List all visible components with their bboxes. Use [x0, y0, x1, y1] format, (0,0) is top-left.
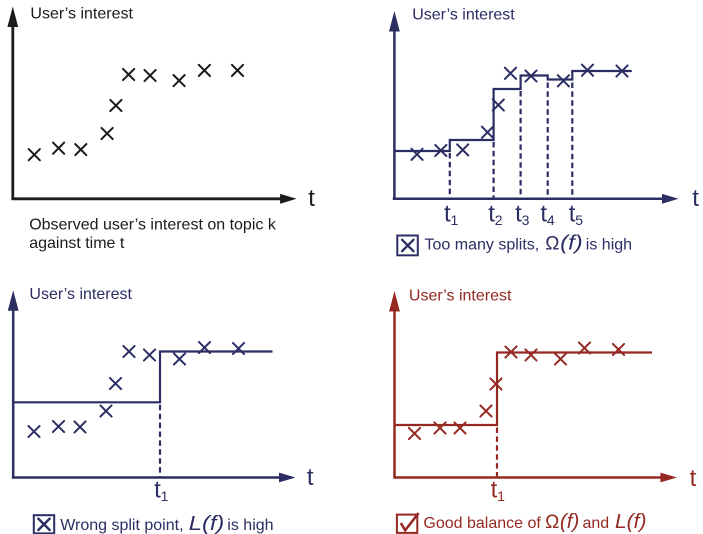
svg-text:Ω: Ω: [545, 512, 559, 533]
svg-text:t: t: [307, 464, 314, 491]
svg-text:(f): (f): [560, 511, 580, 533]
svg-text:is high: is high: [227, 517, 273, 534]
svg-text:User’s interest: User’s interest: [29, 286, 132, 303]
svg-text:t: t: [515, 201, 522, 228]
svg-text:is high: is high: [586, 237, 632, 254]
svg-text:L(f): L(f): [615, 511, 647, 533]
svg-text:Ω: Ω: [545, 234, 559, 255]
svg-text:and: and: [583, 515, 610, 532]
svg-text:Good balance of: Good balance of: [423, 515, 541, 532]
svg-text:Too many splits,: Too many splits,: [425, 237, 540, 254]
svg-text:t: t: [569, 201, 576, 228]
svg-text:t: t: [154, 477, 161, 504]
svg-text:t: t: [692, 185, 699, 212]
svg-text:1: 1: [451, 212, 459, 228]
svg-text:User’s interest: User’s interest: [30, 6, 133, 23]
svg-text:User’s interest: User’s interest: [412, 6, 515, 23]
svg-text:t: t: [488, 201, 495, 228]
svg-text:Wrong split point,: Wrong split point,: [60, 517, 183, 534]
svg-text:L(f): L(f): [189, 513, 225, 534]
svg-text:1: 1: [161, 488, 169, 504]
svg-text:t: t: [491, 477, 498, 504]
svg-text:User’s interest: User’s interest: [409, 288, 512, 305]
svg-text:5: 5: [575, 212, 583, 228]
svg-text:t: t: [308, 185, 315, 212]
svg-text:2: 2: [495, 212, 503, 228]
svg-text:t: t: [540, 201, 547, 228]
svg-text:(f): (f): [560, 233, 583, 255]
svg-text:t: t: [690, 465, 697, 492]
svg-text:against time t: against time t: [29, 235, 125, 252]
svg-text:Observed user’s interest on to: Observed user’s interest on topic k: [29, 217, 277, 234]
svg-text:t: t: [444, 201, 451, 228]
svg-text:3: 3: [522, 212, 530, 228]
svg-text:1: 1: [497, 488, 505, 504]
svg-text:4: 4: [547, 212, 555, 228]
